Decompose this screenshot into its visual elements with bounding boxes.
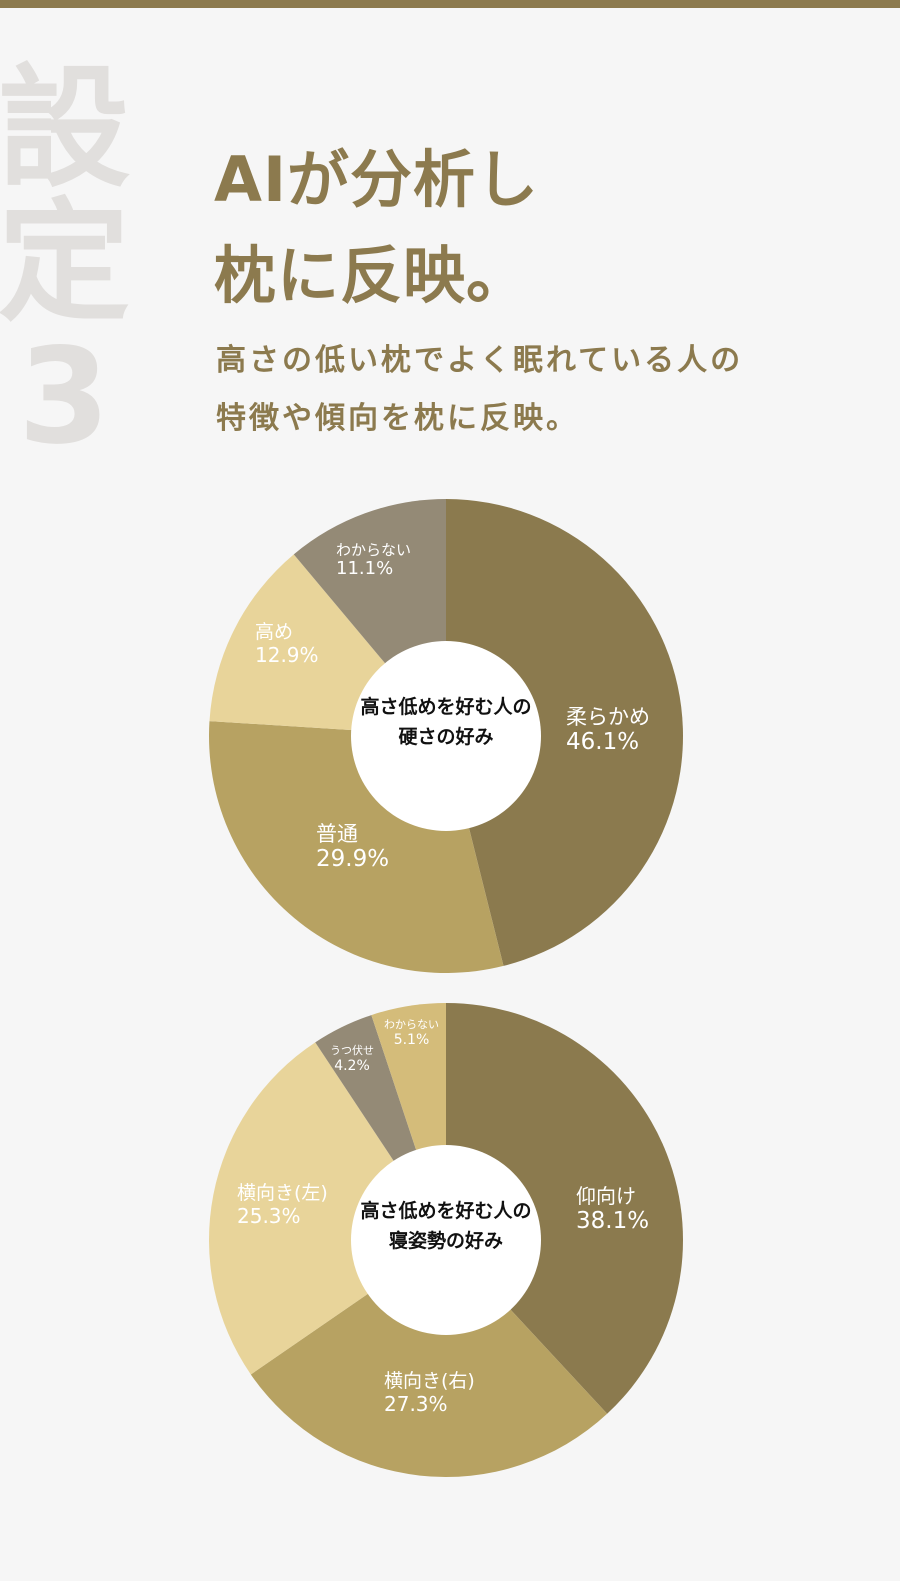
donut-hole <box>351 641 541 831</box>
top-accent-bar <box>0 0 900 8</box>
pie-segment <box>446 499 683 966</box>
segment-label-side-right: 横向き(右) 27.3% <box>384 1370 475 1416</box>
firmness-donut-svg <box>209 499 683 973</box>
donut-hole <box>351 1145 541 1335</box>
posture-donut-chart: 仰向け 38.1% 横向き(右) 27.3% 横向き(左) 25.3% うつ伏せ… <box>200 991 700 1491</box>
segment-label-unknown: わからない 11.1% <box>336 541 412 580</box>
chart-center-title: 高さ低めを好む人の 硬さの好み <box>360 696 532 748</box>
chart-center-title: 高さ低めを好む人の 寝姿勢の好み <box>360 1200 532 1252</box>
pie-segment <box>250 1240 608 1477</box>
pie-segment <box>209 1042 446 1375</box>
pie-segment <box>446 1003 683 1414</box>
headline-line-2: 枕に反映。 <box>214 239 530 312</box>
segment-label-unknown: わからない 5.1% <box>384 1018 439 1048</box>
subheadline-line-1: 高さの低い枕でよく眠れている人の <box>216 343 744 378</box>
subheadline: 高さの低い枕でよく眠れている人の 特徴や傾向を枕に反映。 <box>216 332 743 448</box>
segment-label-high: 高め 12.9% <box>255 621 319 667</box>
segment-label-prone: うつ伏せ 4.2% <box>330 1044 374 1074</box>
subheadline-line-2: 特徴や傾向を枕に反映。 <box>216 401 579 436</box>
watermark-number: 3 <box>18 320 110 474</box>
segment-label-normal: 普通 29.9% <box>316 822 390 873</box>
section-number-watermark: 設 定 3 <box>0 62 134 464</box>
headline: AIが分析し 枕に反映。 <box>214 132 539 324</box>
watermark-char-2: 定 <box>0 186 130 340</box>
watermark-char-1: 設 <box>0 52 130 206</box>
headline-line-1: AIが分析し <box>214 143 540 216</box>
firmness-donut-chart: 柔らかめ 46.1% 普通 29.9% 高め 12.9% わからない 11.1%… <box>200 487 700 987</box>
segment-label-side-left: 横向き(左) 25.3% <box>237 1182 328 1228</box>
segment-label-soft: 柔らかめ 46.1% <box>566 705 650 756</box>
segment-label-supine: 仰向け 38.1% <box>576 1184 650 1235</box>
posture-donut-svg <box>209 1003 683 1477</box>
